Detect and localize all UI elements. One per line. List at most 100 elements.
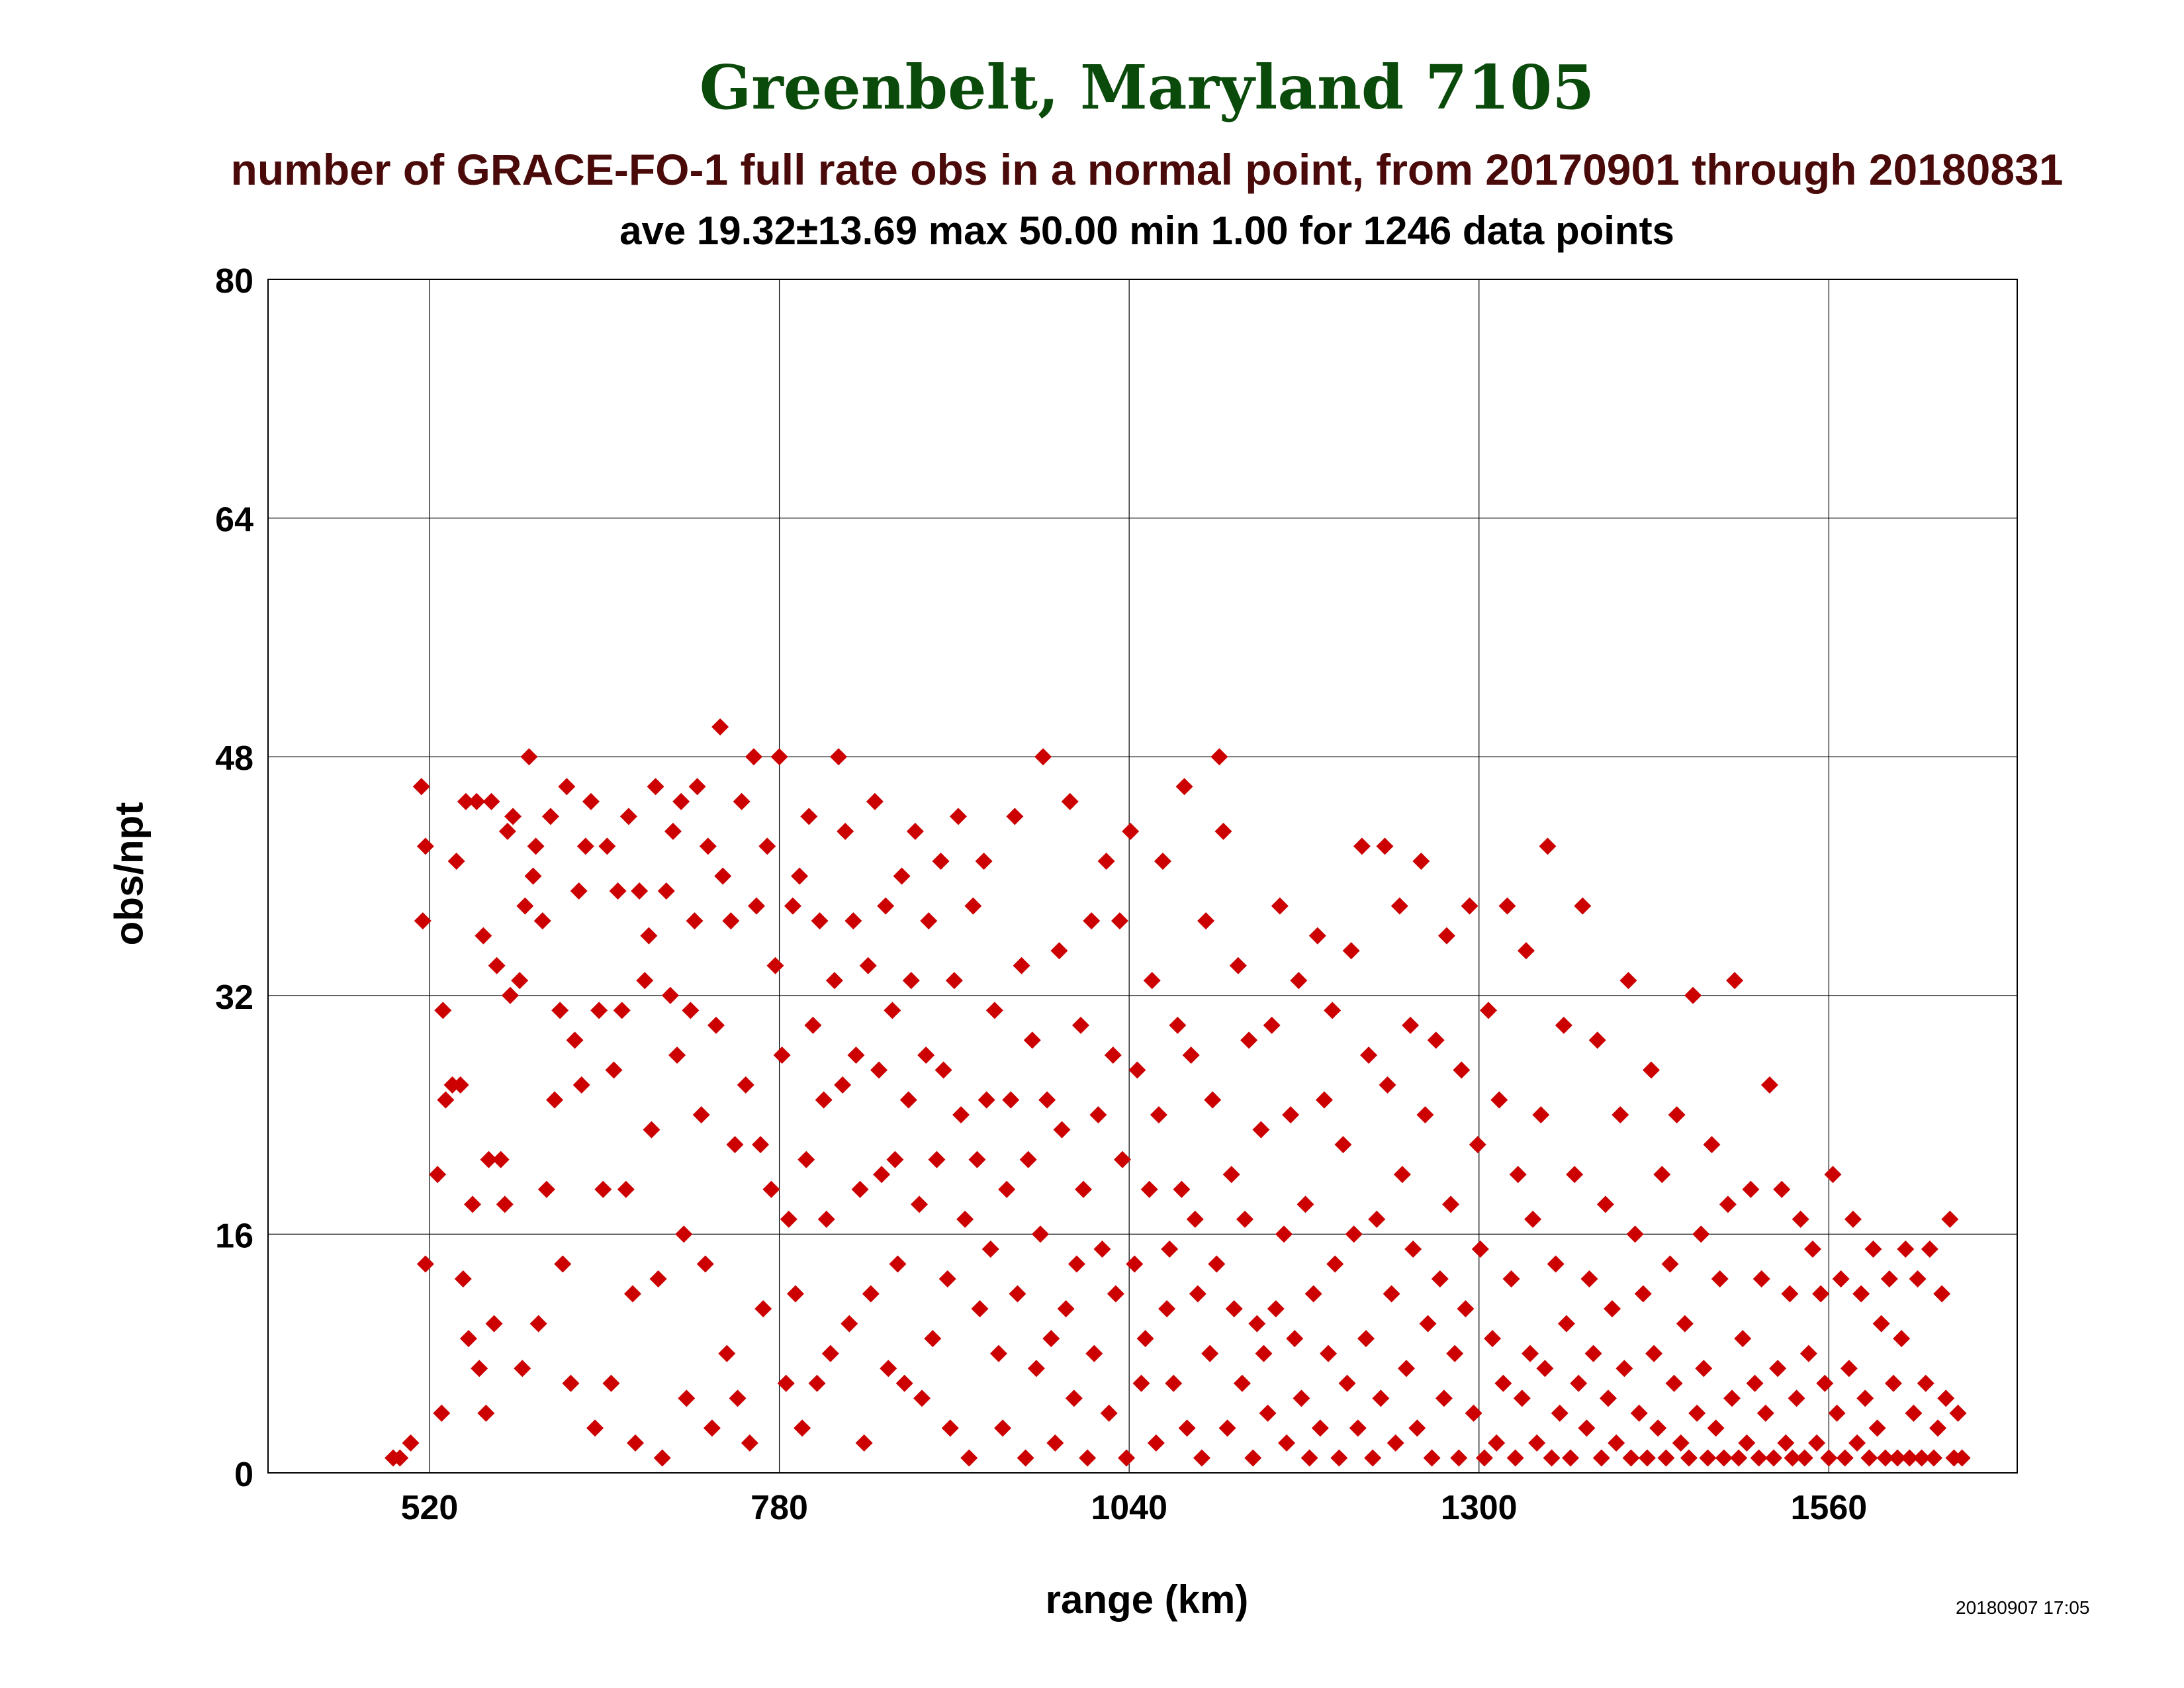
data-point (678, 1389, 696, 1407)
data-point (1820, 1449, 1838, 1467)
data-point (1584, 1344, 1602, 1362)
data-point (1450, 1449, 1468, 1467)
data-point (886, 1150, 904, 1168)
data-point (1446, 1344, 1464, 1362)
data-point (1876, 1449, 1894, 1467)
data-point (1522, 1344, 1539, 1362)
chart-stats: ave 19.32±13.69 max 50.00 min 1.00 for 1… (619, 209, 1674, 253)
data-point (1788, 1389, 1805, 1407)
data-point (844, 912, 862, 930)
data-point (1543, 1449, 1561, 1467)
data-point (780, 1210, 797, 1228)
data-point (1278, 1434, 1296, 1452)
data-point (1547, 1255, 1565, 1273)
data-point (1917, 1374, 1934, 1392)
data-point (714, 867, 732, 885)
data-point (703, 1419, 721, 1437)
data-point (1777, 1434, 1795, 1452)
data-point (1255, 1344, 1273, 1362)
data-point (1345, 1225, 1363, 1243)
data-point (570, 882, 588, 900)
data-point (902, 972, 920, 990)
data-point (989, 1344, 1007, 1362)
data-point (859, 957, 877, 974)
data-point (1006, 808, 1024, 825)
data-point (1169, 1016, 1187, 1034)
data-point (964, 897, 982, 915)
data-point (1208, 1255, 1226, 1273)
data-point (1002, 1091, 1020, 1109)
data-point (485, 1315, 503, 1333)
data-point (492, 1150, 510, 1168)
data-point (501, 986, 519, 1004)
data-point (1275, 1225, 1293, 1243)
data-point (1840, 1360, 1858, 1378)
data-point (1437, 927, 1455, 945)
data-point (1042, 1330, 1060, 1348)
data-point (1320, 1344, 1338, 1362)
data-point (433, 1404, 451, 1422)
data-point (726, 1136, 744, 1154)
data-point (873, 1166, 891, 1184)
data-point (657, 882, 675, 900)
data-point (623, 1285, 641, 1303)
data-point (1612, 1106, 1629, 1124)
data-point (1053, 1121, 1071, 1139)
data-point (429, 1166, 447, 1184)
data-point (737, 1076, 754, 1094)
data-point (1884, 1374, 1902, 1392)
data-point (1079, 1449, 1097, 1467)
data-point (928, 1150, 946, 1168)
x-tick-label: 1300 (1441, 1489, 1518, 1527)
data-point (1360, 1046, 1378, 1064)
data-point (1038, 1091, 1056, 1109)
data-point (551, 1002, 569, 1019)
x-tick-label: 780 (751, 1489, 808, 1527)
data-point (454, 1270, 472, 1288)
data-point (773, 1046, 791, 1064)
data-point (1368, 1210, 1386, 1228)
data-point (949, 808, 967, 825)
data-point (1193, 1449, 1210, 1467)
data-point (1781, 1285, 1799, 1303)
data-point (1619, 972, 1637, 990)
data-point (1068, 1255, 1085, 1273)
data-point (1880, 1270, 1898, 1288)
data-point (917, 1046, 935, 1064)
data-point (1089, 1106, 1107, 1124)
data-point (1808, 1434, 1826, 1452)
data-point (1111, 912, 1128, 930)
data-point (1150, 1106, 1167, 1124)
data-point (1750, 1449, 1768, 1467)
data-point (511, 972, 529, 990)
data-point (1357, 1330, 1375, 1348)
data-point (880, 1360, 897, 1378)
data-point (1746, 1374, 1764, 1392)
data-point (696, 1255, 714, 1273)
data-point (808, 1374, 826, 1392)
data-point (817, 1210, 835, 1228)
data-point (1929, 1419, 1947, 1437)
data-point (1300, 1449, 1318, 1467)
data-point (1688, 1404, 1706, 1422)
data-point (945, 972, 963, 990)
data-point (1349, 1419, 1367, 1437)
data-point (1050, 942, 1068, 960)
data-point (1397, 1360, 1415, 1378)
data-point (1832, 1270, 1850, 1288)
data-point (1484, 1330, 1502, 1348)
data-point (998, 1180, 1016, 1198)
data-point (911, 1196, 929, 1213)
data-point (932, 852, 950, 870)
data-point (889, 1255, 907, 1273)
data-point (1189, 1285, 1206, 1303)
data-point (1136, 1330, 1154, 1348)
data-point (830, 748, 848, 766)
data-point (899, 1091, 917, 1109)
data-point (1222, 1166, 1240, 1184)
data-point (1692, 1225, 1710, 1243)
data-point (475, 927, 492, 945)
data-point (1034, 748, 1052, 766)
data-point (1240, 1031, 1258, 1049)
data-point (1828, 1404, 1846, 1422)
